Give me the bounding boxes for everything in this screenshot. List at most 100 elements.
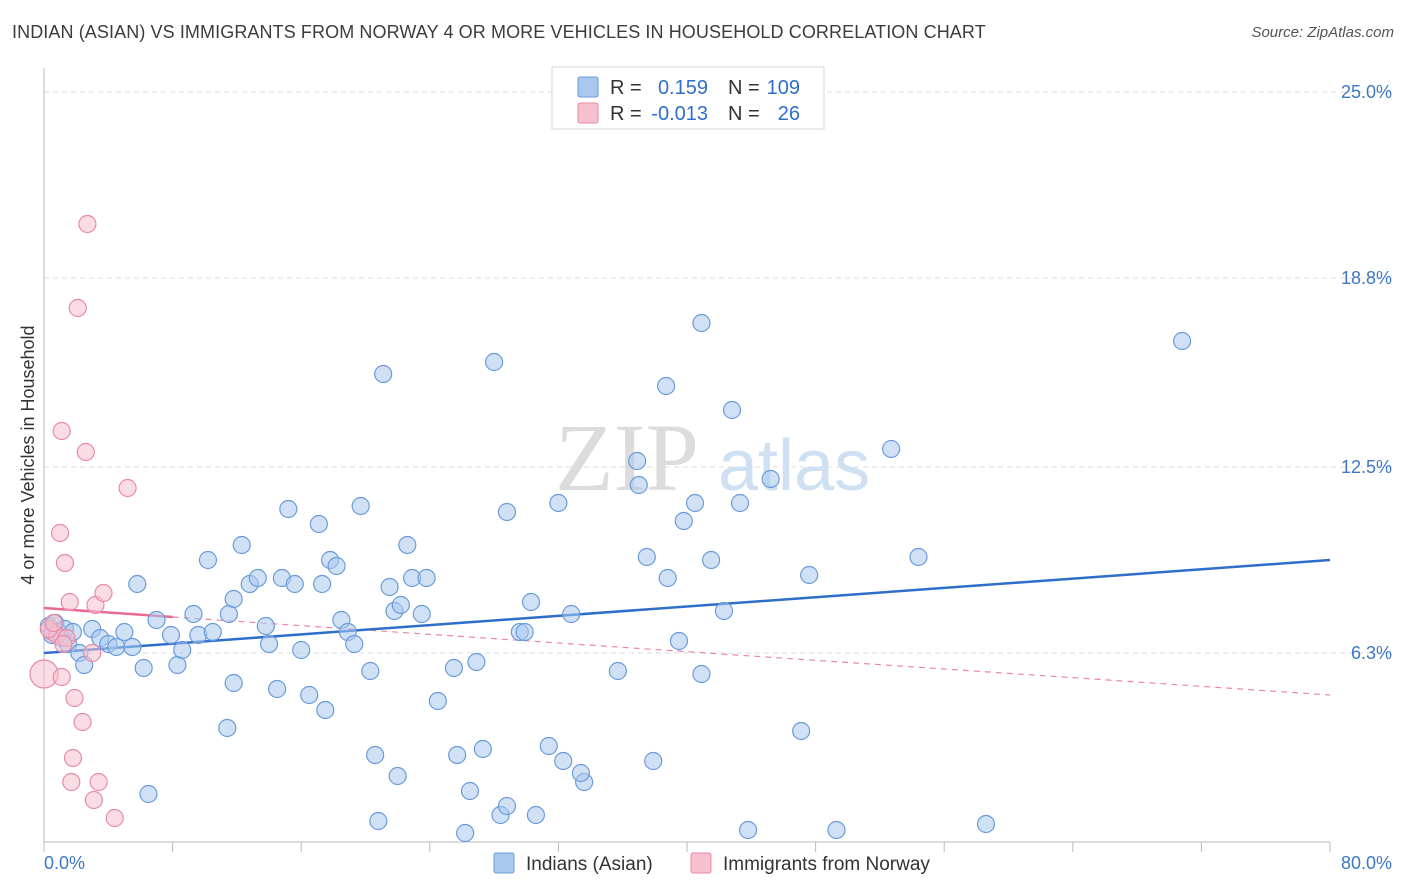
legend-n-label-1: N = <box>728 77 760 99</box>
watermark: ZIP atlas <box>555 404 870 511</box>
point-indians-59 <box>398 535 417 555</box>
point-indians-79 <box>549 493 568 513</box>
point-indians-40 <box>292 640 311 660</box>
point-indians-67 <box>467 652 486 672</box>
point-indians-27 <box>219 604 238 624</box>
legend-swatch-pink <box>577 102 599 124</box>
point-norway-11 <box>65 688 84 708</box>
point-indians-33 <box>248 568 267 588</box>
point-indians-23 <box>184 604 203 624</box>
point-indians-17 <box>134 658 153 678</box>
legend-r-label-2: R = <box>610 103 642 125</box>
point-indians-83 <box>571 763 591 783</box>
y-tick-labels: 6.3% 12.5% 18.8% 25.0% <box>1341 82 1392 663</box>
point-indians-108 <box>1173 331 1192 351</box>
point-indians-62 <box>412 604 431 624</box>
point-norway-19 <box>89 772 108 792</box>
point-norway-10 <box>63 748 83 768</box>
point-indians-29 <box>232 535 251 555</box>
legend-r-label-1: R = <box>610 77 642 99</box>
point-indians-66 <box>456 823 475 843</box>
point-indians-34 <box>256 616 275 636</box>
point-indians-50 <box>351 496 370 516</box>
legend-n-label-2: N = <box>728 103 760 125</box>
point-indians-93 <box>685 493 705 513</box>
x-tick-label-min: 0.0% <box>44 853 85 873</box>
point-indians-103 <box>800 565 819 585</box>
point-indians-38 <box>279 499 298 519</box>
watermark-zip: ZIP <box>555 404 699 511</box>
source-label: Source: ZipAtlas.com <box>1251 24 1394 41</box>
point-indians-64 <box>444 658 464 678</box>
series-immigrants-norway <box>29 214 137 828</box>
point-norway-20 <box>94 583 113 603</box>
y-axis-title: 4 or more Vehicles in Household <box>18 325 38 584</box>
point-norway-25 <box>54 634 73 654</box>
point-norway-5 <box>52 421 71 441</box>
point-indians-55 <box>380 577 399 597</box>
axes <box>43 68 1331 852</box>
point-indians-105 <box>882 439 901 459</box>
point-norway-22 <box>118 478 137 498</box>
point-indians-97 <box>714 601 734 621</box>
point-indians-57 <box>388 766 407 786</box>
point-indians-76 <box>521 592 541 612</box>
point-indians-41 <box>300 685 319 705</box>
trend-line-indians <box>43 558 1331 655</box>
gridlines <box>44 91 1392 654</box>
point-indians-15 <box>123 637 142 657</box>
point-indians-101 <box>761 469 780 489</box>
point-norway-6 <box>55 553 74 573</box>
point-indians-35 <box>259 634 279 654</box>
point-indians-52 <box>369 811 388 831</box>
point-indians-89 <box>658 568 677 588</box>
y-tick-label-3: 25.0% <box>1341 82 1392 102</box>
point-indians-107 <box>976 814 996 834</box>
point-norway-4 <box>52 667 71 687</box>
point-indians-94 <box>692 313 711 333</box>
point-indians-84 <box>608 661 627 681</box>
point-indians-43 <box>312 574 332 594</box>
point-norway-21 <box>105 808 124 828</box>
y-tick-label-0: 6.3% <box>1351 643 1392 663</box>
point-indians-87 <box>637 547 656 567</box>
point-indians-85 <box>629 475 648 495</box>
point-indians-46 <box>327 556 346 576</box>
point-indians-68 <box>473 739 492 759</box>
point-norway-15 <box>78 214 97 234</box>
point-indians-31 <box>218 718 237 738</box>
point-indians-63 <box>428 691 447 711</box>
point-indians-81 <box>562 604 581 624</box>
stats-legend: R = 0.159 N = 109 R = -0.013 N = 26 <box>551 66 825 130</box>
point-norway-17 <box>84 790 103 810</box>
point-indians-88 <box>644 751 663 771</box>
legend-r-value-1: 0.159 <box>658 77 708 99</box>
point-indians-77 <box>526 805 545 825</box>
point-indians-36 <box>267 679 287 699</box>
watermark-atlas: atlas <box>718 426 870 506</box>
chart-title: INDIAN (ASIAN) VS IMMIGRANTS FROM NORWAY… <box>12 22 986 42</box>
point-indians-21 <box>168 655 187 675</box>
bottom-legend-label-norway: Immigrants from Norway <box>723 854 930 875</box>
point-norway-24 <box>44 613 63 633</box>
point-norway-14 <box>76 442 95 462</box>
point-indians-92 <box>669 631 689 651</box>
point-indians-80 <box>554 751 573 771</box>
point-indians-78 <box>539 736 558 756</box>
legend-swatch-blue <box>577 76 599 98</box>
point-indians-54 <box>374 364 393 384</box>
point-indians-25 <box>198 550 218 570</box>
point-indians-104 <box>827 820 846 840</box>
point-indians-42 <box>316 700 335 720</box>
point-indians-28 <box>224 673 243 693</box>
point-norway-3 <box>50 523 70 543</box>
point-norway-8 <box>60 592 79 612</box>
point-indians-98 <box>722 400 742 420</box>
point-indians-90 <box>657 376 676 396</box>
point-indians-69 <box>460 781 480 801</box>
legend-n-value-2: 26 <box>778 103 800 125</box>
point-indians-75 <box>515 622 534 642</box>
point-indians-102 <box>792 721 811 741</box>
point-indians-39 <box>285 574 304 594</box>
